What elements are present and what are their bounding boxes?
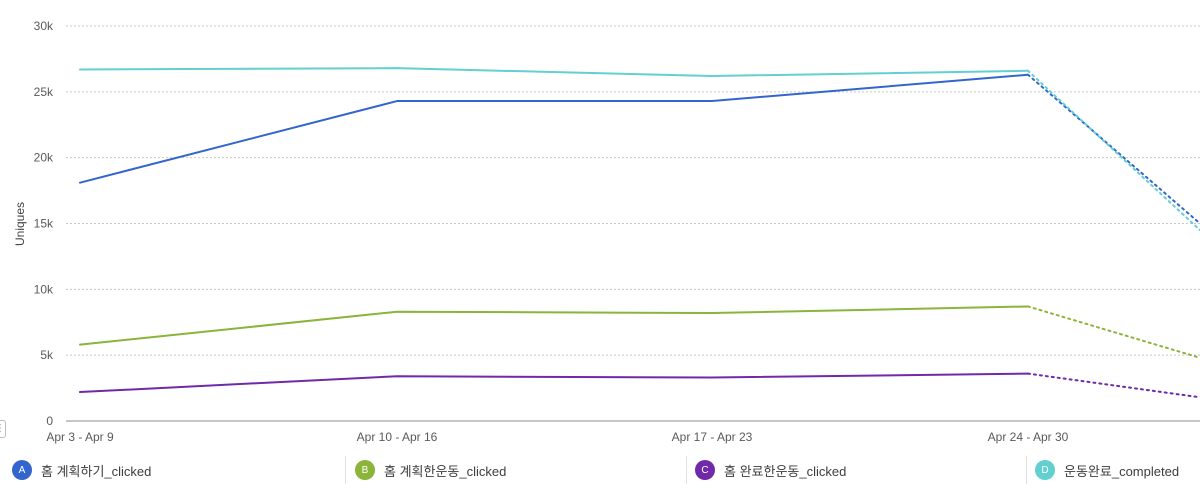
y-axis-title: Uniques — [13, 202, 27, 246]
chart-legend: A 홈 계획하기_clicked B 홈 계획한운동_clicked C 홈 완료한운동_… — [0, 450, 1200, 492]
gridlines — [66, 25, 1200, 422]
legend-badge: C — [695, 460, 715, 480]
x-tick-label: Apr 10 - Apr 16 — [357, 430, 438, 444]
x-tick-label: Apr 17 - Apr 23 — [672, 430, 753, 444]
y-tick-label: 30k — [34, 19, 54, 33]
legend-badge: B — [355, 460, 375, 480]
series-lines — [79, 67, 1200, 399]
series-incomplete-segment-c[interactable] — [1027, 372, 1200, 399]
series-incomplete-segment-b[interactable] — [1027, 305, 1200, 359]
x-tick-label: Apr 24 - Apr 30 — [988, 430, 1069, 444]
legend-divider — [686, 456, 687, 484]
series-line-b[interactable] — [79, 305, 1029, 346]
x-tick-label: Apr 3 - Apr 9 — [46, 430, 114, 444]
y-tick-label: 20k — [34, 151, 54, 165]
resize-handle[interactable]: ⋮ — [0, 420, 6, 438]
legend-label: 홈 계획하기_clicked — [41, 463, 152, 479]
y-axis-ticks: 0 5k 10k 15k 20k 25k 30k — [34, 19, 54, 428]
y-tick-label: 5k — [40, 348, 54, 362]
legend-divider — [345, 456, 346, 484]
legend-item-c[interactable]: C 홈 완료한운동_clicked — [695, 454, 846, 486]
legend-badge: D — [1035, 460, 1055, 480]
legend-badge: A — [12, 460, 32, 480]
series-line-a[interactable] — [79, 73, 1029, 184]
series-incomplete-segment-a[interactable] — [1027, 73, 1200, 225]
legend-item-d[interactable]: D 운동완료_completed — [1035, 454, 1179, 486]
series-line-c[interactable] — [79, 372, 1029, 394]
series-line-d[interactable] — [79, 67, 1029, 78]
legend-label: 홈 계획한운동_clicked — [384, 463, 507, 479]
x-axis-ticks: Apr 3 - Apr 9 Apr 10 - Apr 16 Apr 17 - Apr… — [46, 430, 1068, 444]
legend-item-b[interactable]: B 홈 계획한운동_clicked — [355, 454, 506, 486]
line-chart: 0 5k 10k 15k 20k 25k 30k Apr 3 - Apr 9 Apr 10 -… — [13, 19, 1200, 444]
y-tick-label: 10k — [34, 282, 54, 296]
legend-label: 홈 완료한운동_clicked — [724, 463, 847, 479]
y-tick-label: 15k — [34, 217, 54, 231]
legend-label: 운동완료_completed — [1064, 463, 1180, 479]
legend-item-a[interactable]: A 홈 계획하기_clicked — [12, 454, 151, 486]
chart-svg: 0 5k 10k 15k 20k 25k 30k Apr 3 - Apr 9 Apr 10 -… — [13, 19, 1200, 444]
legend-divider — [1026, 456, 1027, 484]
y-tick-label: 25k — [34, 85, 54, 99]
y-tick-label: 0 — [46, 414, 53, 428]
